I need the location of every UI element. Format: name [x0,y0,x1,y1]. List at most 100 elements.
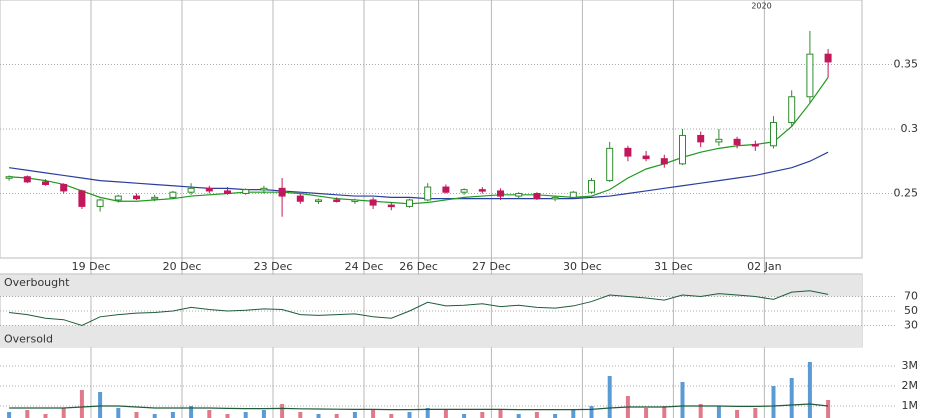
candle-body [442,186,450,193]
volume-bar [789,378,794,418]
candle-body [588,180,595,193]
volume-bars [7,362,831,418]
y-tick-label: 70 [904,290,918,303]
volume-bar [189,406,194,418]
volume-bar [807,362,812,418]
volume-bar [680,382,685,418]
candle-body [96,199,104,207]
candle-body [151,196,159,200]
candle-body [606,147,614,182]
volume-bar [480,412,485,418]
volume-bar [152,414,157,418]
volume-bar [698,404,703,418]
candle-body [806,53,814,98]
volume-bar [134,412,139,418]
volume-bar [207,410,212,418]
volume-bar [61,408,66,418]
candle-body [23,176,31,183]
x-tick-label: 02 Jan [747,260,781,273]
volume-bar [225,414,230,418]
y-tick-label: 30 [904,319,918,332]
volume-bar [352,412,357,418]
volume-bar [644,408,649,418]
rsi-line [9,290,829,327]
candle-body [460,189,468,193]
candle-body [278,187,286,197]
candle-body [387,204,395,208]
candle-body [697,134,705,143]
volume-bar [534,412,539,418]
candle-body [824,53,832,63]
volume-bar [516,414,521,418]
x-tick-label: 31 Dec [654,260,693,273]
candle-body [242,189,250,195]
volume-bar [170,412,175,418]
x-tick-label: 30 Dec [563,260,602,273]
volume-bar [571,410,576,418]
volume-bar [371,410,376,418]
candle-body [315,199,322,202]
band-label: Oversold [4,333,53,346]
volume-bar [7,412,12,418]
candle-body [187,187,195,193]
candle-body [751,143,759,147]
candle-body [333,199,341,202]
candle-body [642,155,650,160]
volume-bar [261,410,266,418]
x-tick-label: 20 Dec [163,260,202,273]
x-tick-label: 23 Dec [254,260,293,273]
candle-body [42,181,49,185]
y-tick-label: 50 [904,304,918,317]
band-label: Overbought [4,276,70,289]
candle-body [424,186,432,201]
volume-bar [498,410,503,418]
candle-body [5,176,13,179]
candle-body [569,191,577,198]
candle-body [533,193,541,200]
candle-body [369,199,377,206]
candle-body [515,193,523,197]
candle-body [715,138,723,143]
volume-bar [826,400,831,418]
candle-body [679,134,686,165]
year-label: 2020 [751,2,771,11]
candle-body [169,191,177,198]
candle-body [78,190,86,207]
y-tick-label: 0.35 [894,58,919,71]
volume-bar [298,412,303,418]
band [0,274,862,297]
candle-body [624,147,632,157]
volume-bar [716,406,721,418]
candle-body [478,189,486,192]
moving-average [9,77,829,205]
volume-bar [443,410,448,418]
volume-bar [389,414,394,418]
candle-body [770,122,777,147]
volume-bar [280,404,285,418]
candle-body [296,195,304,202]
volume-bar [607,376,612,418]
y-tick-label: 1M [902,399,919,412]
candle-body [406,199,413,207]
x-tick-label: 27 Dec [472,260,511,273]
candle-body [205,187,213,192]
volume-bar [771,386,776,418]
candle-body [788,96,796,124]
volume-bar [425,408,430,418]
candle-body [133,195,140,200]
volume-bar [735,410,740,418]
volume-bar [753,408,758,418]
x-tick-label: 19 Dec [72,260,111,273]
candle-body [551,196,559,200]
volume-bar [43,414,48,418]
volume-bar [462,414,467,418]
volume-bar [25,410,30,418]
candle-body [497,190,504,197]
candle-body [260,187,268,191]
moving-average [9,151,829,200]
volume-bar [79,390,84,418]
volume-bar [116,408,121,418]
x-tick-label: 24 Dec [345,260,384,273]
candle-body [660,158,668,165]
